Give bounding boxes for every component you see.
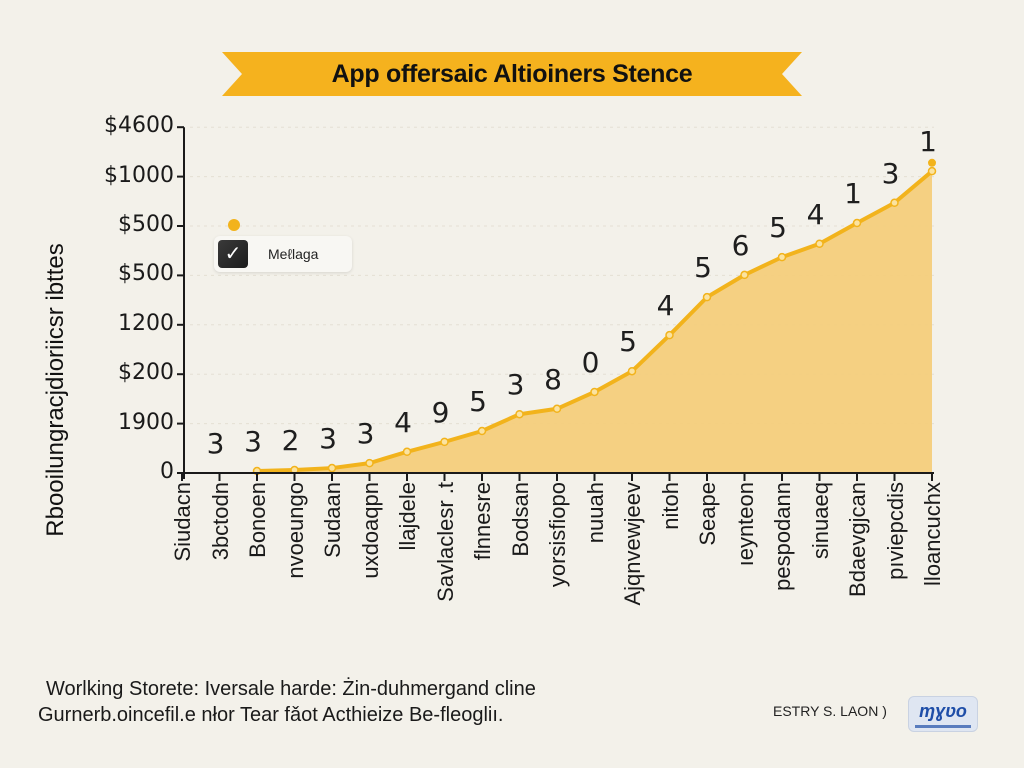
x-tick-label: uxdoaqpn [357, 482, 383, 579]
x-tick-label: pıviepcdis [882, 482, 908, 580]
x-tick-label: pespodann [770, 482, 795, 591]
series-area-fill [257, 171, 932, 473]
data-point [777, 252, 787, 262]
data-point [440, 437, 449, 447]
data-point [402, 447, 412, 457]
data-label: 5 [694, 251, 712, 285]
x-tick-label: yorsisfiopo [545, 482, 570, 588]
data-point [327, 463, 337, 473]
data-label: 5 [769, 211, 787, 245]
y-tick-label: $500 [118, 261, 174, 287]
data-label: 3 [881, 156, 900, 190]
x-tick-label: llajdele [395, 482, 420, 551]
x-tick-label: sinuaeq [807, 482, 833, 560]
data-point [590, 387, 599, 397]
end-marker-point [928, 158, 936, 167]
data-point [702, 292, 712, 302]
legend[interactable]: ✓ Meℓlaga [214, 236, 352, 272]
brand-logo: ɱɣʋo [908, 696, 978, 732]
y-tick-label: $4600 [104, 113, 174, 139]
footer-line-2: Gurnerb.oincefil.e nłor Tear fǎot Acthie… [38, 704, 504, 726]
x-tick-label: nitoh [657, 482, 683, 530]
x-tick-label: Bdaevgjcan [845, 482, 870, 597]
data-point [740, 270, 749, 280]
data-label: 3 [319, 422, 337, 456]
data-label: 9 [431, 395, 450, 429]
data-point [365, 458, 374, 468]
data-point [552, 404, 562, 414]
data-point [890, 198, 899, 208]
x-tick-label: lloancuchx [920, 482, 945, 586]
data-point [852, 218, 862, 228]
data-label: 2 [281, 424, 300, 458]
x-tick-label: ıeynteon [732, 482, 758, 567]
x-tick-label: Sudaan [320, 482, 345, 558]
credit-text: ESTRY S. LAON ) [773, 703, 887, 719]
title-banner: App offersaic Altioiners Stence [222, 52, 802, 96]
checkmark-icon: ✓ [218, 240, 248, 268]
data-point [477, 426, 487, 436]
axes [177, 126, 934, 481]
y-tick-label: 1200 [118, 310, 174, 336]
logo-underline [915, 725, 971, 728]
x-tick-label: flnnesre [470, 482, 495, 561]
data-label: 5 [619, 325, 637, 359]
data-label: 6 [731, 228, 750, 262]
data-point [627, 366, 637, 376]
y-tick-label: 1900 [118, 409, 174, 435]
data-label: 1 [844, 177, 862, 211]
logo-text: ɱɣʋo [919, 701, 967, 721]
data-label: 8 [544, 362, 562, 396]
footer-caption: Worlking Storete: Iversale harde: Żin-du… [38, 676, 536, 728]
data-label: 5 [469, 385, 487, 418]
data-label: 4 [394, 405, 412, 439]
x-tick-label: Bodsan [507, 482, 533, 557]
x-tick-label: Siudacn [170, 482, 195, 562]
data-label: 4 [656, 289, 675, 323]
x-tick-label: Ajqnvewjeev [620, 482, 645, 606]
y-axis-title: Rbooilungracjdioriicsr ibttes [42, 243, 69, 537]
data-point [815, 239, 824, 249]
footer-line-1: Worlking Storete: Iversale harde: Żin-du… [46, 678, 536, 700]
data-label: 0 [581, 345, 600, 379]
legend-marker-dot [228, 219, 240, 231]
data-label: 3 [206, 427, 225, 460]
legend-label: Meℓlaga [268, 246, 319, 262]
y-tick-label: 0 [160, 459, 174, 484]
x-tick-label: 3bctodn [207, 482, 233, 561]
data-point [927, 166, 937, 176]
y-tick-label: $200 [118, 360, 174, 386]
y-tick-label: $1000 [104, 162, 174, 188]
y-tick-label: $500 [118, 212, 174, 237]
x-tick-label: Bonoen [245, 482, 270, 558]
x-tick-label: Savlaclesr .t [432, 482, 458, 602]
data-label: 3 [356, 417, 375, 451]
data-label: 3 [244, 425, 262, 459]
banner-ribbon [222, 52, 802, 96]
data-point [515, 409, 524, 419]
x-tick-label: nvoeungo [282, 482, 308, 579]
chart-title: App offersaic Altioiners Stence [331, 60, 693, 88]
x-tick-label: nuuah [582, 482, 608, 544]
data-point [665, 330, 674, 340]
data-label: 1 [919, 125, 937, 159]
data-label: 4 [806, 197, 825, 231]
x-tick-label: Seape [695, 482, 720, 546]
data-label: 3 [506, 368, 525, 402]
